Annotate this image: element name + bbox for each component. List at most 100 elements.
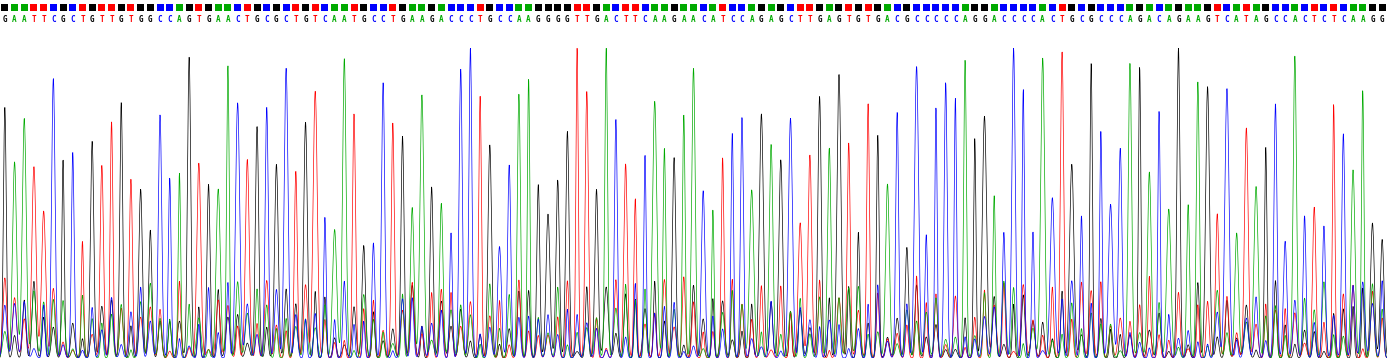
Text: C: C — [372, 15, 376, 24]
Text: G: G — [119, 15, 123, 24]
Bar — [1058, 4, 1065, 10]
Text: G: G — [1370, 15, 1375, 24]
Text: T: T — [1332, 15, 1336, 24]
Bar — [351, 4, 358, 10]
Text: A: A — [681, 15, 687, 24]
Bar — [137, 4, 144, 10]
Bar — [555, 4, 562, 10]
Text: A: A — [652, 15, 657, 24]
Bar — [652, 4, 659, 10]
Text: G: G — [139, 15, 143, 24]
Bar — [718, 4, 727, 10]
Text: A: A — [963, 15, 967, 24]
Bar — [1359, 4, 1366, 10]
Bar — [1262, 4, 1269, 10]
Text: A: A — [343, 15, 347, 24]
Text: G: G — [207, 15, 211, 24]
Text: T: T — [391, 15, 395, 24]
Text: G: G — [671, 15, 677, 24]
Text: T: T — [584, 15, 589, 24]
Text: A: A — [662, 15, 667, 24]
Bar — [535, 4, 542, 10]
Bar — [516, 4, 523, 10]
Text: C: C — [1302, 15, 1307, 24]
Text: C: C — [265, 15, 269, 24]
Bar — [1320, 4, 1327, 10]
Text: G: G — [487, 15, 492, 24]
Bar — [613, 4, 620, 10]
Text: G: G — [1264, 15, 1268, 24]
Bar — [254, 4, 261, 10]
Text: G: G — [401, 15, 405, 24]
Bar — [1010, 4, 1017, 10]
Text: T: T — [100, 15, 104, 24]
Text: A: A — [178, 15, 182, 24]
Text: A: A — [710, 15, 716, 24]
Text: C: C — [1099, 15, 1103, 24]
Text: G: G — [61, 15, 65, 24]
Bar — [1214, 4, 1221, 10]
Text: C: C — [1108, 15, 1112, 24]
Bar — [1301, 4, 1308, 10]
Bar — [108, 4, 115, 10]
Bar — [796, 4, 803, 10]
Bar — [1087, 4, 1094, 10]
Bar — [234, 4, 241, 10]
Bar — [680, 4, 688, 10]
Bar — [1078, 4, 1085, 10]
Text: C: C — [449, 15, 454, 24]
Bar — [1039, 4, 1046, 10]
Text: G: G — [817, 15, 822, 24]
Bar — [864, 4, 871, 10]
Text: C: C — [1001, 15, 1006, 24]
Bar — [806, 4, 813, 10]
Bar — [157, 4, 164, 10]
Bar — [728, 4, 735, 10]
Bar — [1165, 4, 1172, 10]
Text: T: T — [1215, 15, 1219, 24]
Text: A: A — [992, 15, 996, 24]
Text: T: T — [352, 15, 356, 24]
Text: G: G — [778, 15, 784, 24]
Bar — [21, 4, 28, 10]
Bar — [283, 4, 290, 10]
Text: C: C — [1341, 15, 1345, 24]
Text: A: A — [12, 15, 17, 24]
Bar — [1204, 4, 1211, 10]
Bar — [874, 4, 881, 10]
Text: A: A — [691, 15, 696, 24]
Text: G: G — [275, 15, 279, 24]
Text: C: C — [739, 15, 745, 24]
Bar — [390, 4, 397, 10]
Bar — [293, 4, 300, 10]
Bar — [40, 4, 47, 10]
Text: T: T — [245, 15, 250, 24]
Bar — [1282, 4, 1289, 10]
Text: T: T — [110, 15, 114, 24]
Bar — [565, 4, 571, 10]
Text: T: T — [294, 15, 298, 24]
Bar — [361, 4, 368, 10]
Text: A: A — [1186, 15, 1190, 24]
Bar — [689, 4, 698, 10]
Text: A: A — [1166, 15, 1171, 24]
Text: C: C — [1322, 15, 1326, 24]
Text: A: A — [1351, 15, 1355, 24]
Text: C: C — [1157, 15, 1161, 24]
Bar — [98, 4, 105, 10]
Bar — [786, 4, 793, 10]
Bar — [1097, 4, 1104, 10]
Bar — [11, 4, 18, 10]
Bar — [419, 4, 426, 10]
Text: C: C — [1079, 15, 1083, 24]
Bar — [699, 4, 707, 10]
Text: G: G — [1205, 15, 1209, 24]
Bar — [118, 4, 125, 10]
Text: G: G — [255, 15, 259, 24]
Text: G: G — [565, 15, 570, 24]
Text: G: G — [904, 15, 910, 24]
Text: T: T — [632, 15, 638, 24]
Text: C: C — [895, 15, 900, 24]
Text: C: C — [168, 15, 172, 24]
Bar — [1000, 4, 1007, 10]
